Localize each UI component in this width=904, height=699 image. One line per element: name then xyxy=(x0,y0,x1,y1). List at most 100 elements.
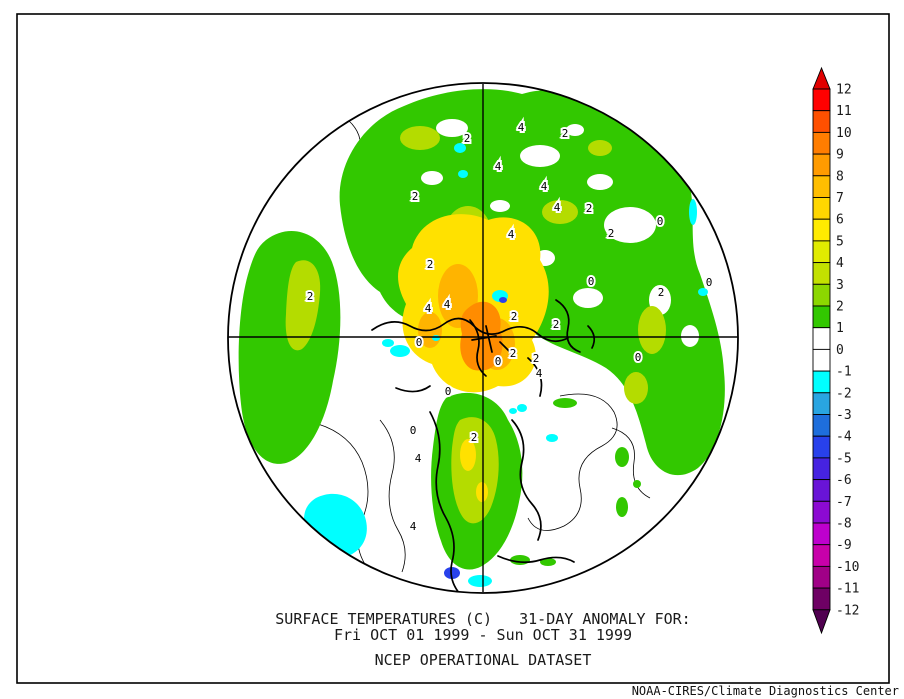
anomaly-region-yellow-green xyxy=(542,200,578,224)
anomaly-region-green xyxy=(553,398,577,408)
anomaly-region-cyan xyxy=(432,335,440,341)
colorbar-tick-label: 10 xyxy=(836,126,852,141)
contour-value-label: 2 xyxy=(427,258,434,271)
map-hole xyxy=(566,124,584,136)
anomaly-region-green xyxy=(615,447,629,467)
colorbar-tick-label: 0 xyxy=(836,343,844,358)
colorbar-cell xyxy=(812,131,831,155)
contour-value-label: 0 xyxy=(588,275,595,288)
colorbar-tick-label: -10 xyxy=(836,560,859,575)
contour-value-label: 2 xyxy=(586,202,593,215)
colorbar-cell xyxy=(812,500,831,524)
colorbar-tick-label: 3 xyxy=(836,278,844,293)
colorbar-cell xyxy=(812,240,831,264)
map-hole xyxy=(604,207,656,243)
map-hole xyxy=(573,288,603,308)
contour-value-label: 0 xyxy=(657,215,664,228)
colorbar-tick-label: 5 xyxy=(836,234,844,249)
colorbar-cell xyxy=(812,305,831,329)
contour-value-label: 4 xyxy=(425,302,432,315)
coastline xyxy=(469,319,487,377)
anomaly-region-cyan xyxy=(468,575,492,587)
contour-value-label: 4 xyxy=(536,367,543,380)
anomaly-region-green xyxy=(709,419,715,425)
map-boundary-circle xyxy=(227,82,739,594)
map-hole xyxy=(436,119,468,137)
anomaly-region-blue xyxy=(499,297,507,303)
anomaly-region-green xyxy=(540,558,556,566)
colorbar-tick-label: -4 xyxy=(836,430,852,445)
contour-value-label: 2 xyxy=(533,352,540,365)
contour-value-label: 0 xyxy=(410,424,417,437)
contour-value-label: 4 xyxy=(415,452,422,465)
contour-line xyxy=(527,393,618,531)
colorbar-cell xyxy=(812,327,831,350)
colorbar-bottom-arrow xyxy=(812,609,831,635)
anomaly-region-green xyxy=(510,555,530,565)
colorbar-tick-label: 6 xyxy=(836,213,844,228)
anomaly-region-cyan xyxy=(454,143,466,153)
contour-value-label: 4 xyxy=(508,228,515,241)
anomaly-region-cyan xyxy=(546,434,558,442)
plot-frame xyxy=(16,13,890,684)
anomaly-region-yellow-green xyxy=(638,306,666,354)
coastline xyxy=(511,419,542,541)
anomaly-region-yellow-green xyxy=(624,372,648,404)
map-hole xyxy=(681,325,699,347)
plot-titles: SURFACE TEMPERATURES (C) 31-DAY ANOMALY … xyxy=(62,612,904,668)
colorbar-cell xyxy=(812,587,831,611)
coastline xyxy=(527,357,543,397)
anomaly-region-cyan xyxy=(509,408,517,414)
anomaly-region-yellow xyxy=(460,439,476,471)
anomaly-region-yellow-green xyxy=(285,260,321,351)
colorbar-cell xyxy=(812,110,831,133)
anomaly-region-orange xyxy=(460,301,503,371)
colorbar-tick-label: -2 xyxy=(836,386,852,401)
contour-value-label: 0 xyxy=(416,336,423,349)
colorbar-cell xyxy=(812,197,831,220)
colorbar-cell xyxy=(812,414,831,437)
anomaly-region-cyan xyxy=(390,345,410,357)
colorbar-cell xyxy=(812,153,831,177)
contour-value-label: 2 xyxy=(608,227,615,240)
colorbar-tick-label: -12 xyxy=(836,603,859,618)
contour-value-label: 2 xyxy=(553,318,560,331)
colorbar-tick-label: 9 xyxy=(836,148,844,163)
colorbar-cell xyxy=(812,88,831,112)
anomaly-region-green xyxy=(616,497,628,517)
colorbar-tick-label: 4 xyxy=(836,256,844,271)
colorbar-tick-label: -9 xyxy=(836,538,852,553)
colorbar-cell xyxy=(812,544,831,567)
plot-title-line1: SURFACE TEMPERATURES (C) 31-DAY ANOMALY … xyxy=(275,610,691,628)
contour-value-label: 4 xyxy=(495,160,502,173)
anomaly-region-cyan xyxy=(517,404,527,412)
colorbar-tick-label: -5 xyxy=(836,451,852,466)
contour-value-label: 0 xyxy=(495,355,502,368)
anomaly-region-cyan xyxy=(458,170,468,178)
colorbar-tick-label: -11 xyxy=(836,582,859,597)
anomaly-region-cyan xyxy=(689,199,697,225)
contour-line xyxy=(611,427,651,499)
coastline xyxy=(429,411,461,593)
anomaly-region-yellow xyxy=(476,482,488,502)
map-hole xyxy=(520,145,560,167)
contour-value-label: 2 xyxy=(511,310,518,323)
colorbar-cell xyxy=(812,392,831,415)
map-hole xyxy=(490,200,510,212)
colorbar-tick-label: -6 xyxy=(836,473,852,488)
colorbar-cell xyxy=(812,370,831,394)
contour-value-label: 0 xyxy=(635,351,642,364)
contour-value-label: 0 xyxy=(445,385,452,398)
map-art xyxy=(228,84,738,593)
contour-value-label: 2 xyxy=(307,290,314,303)
colorbar-tick-label: 7 xyxy=(836,191,844,206)
colorbar-cell xyxy=(812,479,831,502)
colorbar-tick-label: -7 xyxy=(836,495,852,510)
colorbar-tick-label: -3 xyxy=(836,408,852,423)
colorbar-tick-labels: 1211109876543210-1-2-3-4-5-6-7-8-9-10-11… xyxy=(836,83,859,619)
colorbar-cell xyxy=(812,283,831,307)
colorbar: 1211109876543210-1-2-3-4-5-6-7-8-9-10-11… xyxy=(812,66,859,635)
colorbar-tick-label: 12 xyxy=(836,83,852,98)
map-hole xyxy=(587,174,613,190)
